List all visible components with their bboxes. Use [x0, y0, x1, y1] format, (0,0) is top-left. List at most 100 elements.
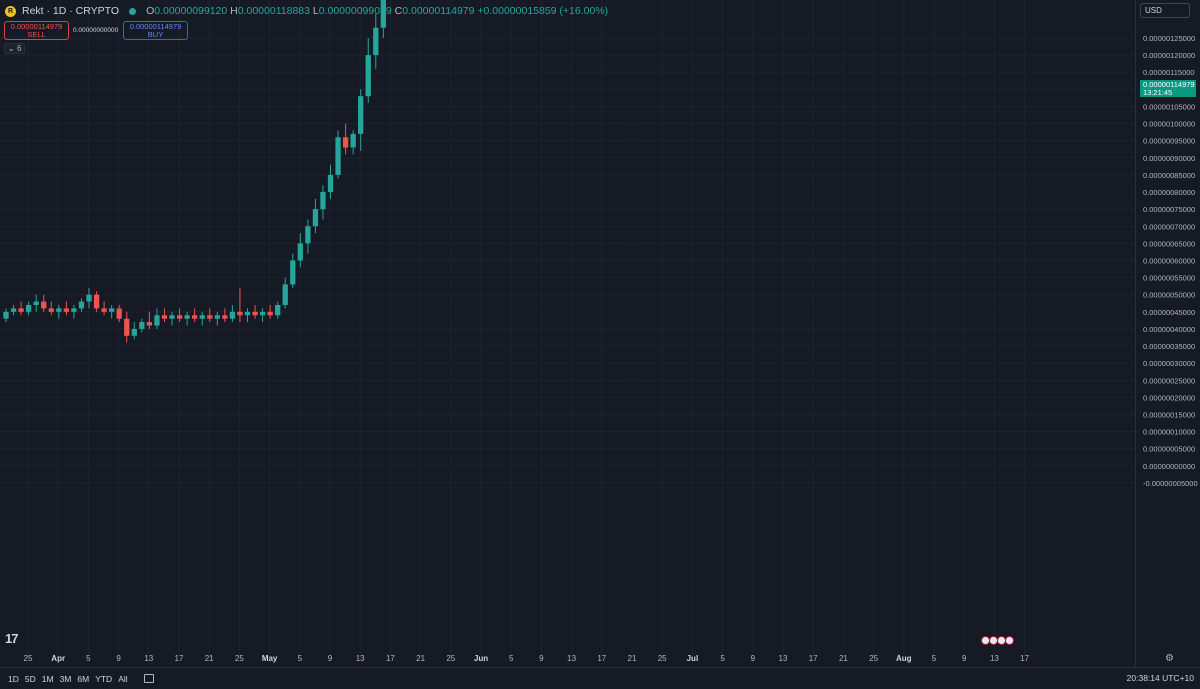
candle-body	[237, 311, 243, 316]
sell-button[interactable]: 0.00000114979 SELL	[4, 21, 69, 40]
y-tick-label: 0.00000090000	[1143, 154, 1195, 163]
candle-body	[10, 308, 17, 312]
x-tick-label: 13	[990, 654, 999, 663]
currency-selector[interactable]: USD	[1140, 3, 1190, 18]
y-tick-label: 0.00000020000	[1143, 393, 1195, 402]
x-tick-label: 9	[751, 654, 756, 663]
candle-body	[327, 174, 334, 193]
x-tick-label: 25	[869, 654, 878, 663]
range-all-button[interactable]: All	[118, 673, 128, 684]
candle-body	[78, 301, 85, 309]
buy-button[interactable]: 0.00000114979 BUY	[123, 21, 188, 40]
x-tick-label: 9	[962, 654, 967, 663]
x-tick-label: Apr	[51, 654, 65, 663]
y-tick-label: 0.00000045000	[1143, 308, 1195, 317]
open-label: O	[146, 5, 155, 17]
x-tick-label: 9	[116, 654, 121, 663]
chevron-down-icon: ⌄	[8, 44, 15, 53]
rekt-coin-logo-icon[interactable]: R	[5, 5, 16, 17]
x-tick-label: 9	[539, 654, 544, 663]
currency-label: USD	[1145, 6, 1162, 15]
x-tick-label: Jul	[687, 654, 699, 663]
candle-body	[131, 328, 137, 336]
y-tick-label: 0.00000065000	[1143, 239, 1195, 248]
candle-body	[373, 27, 379, 56]
candle-body	[48, 308, 54, 312]
y-tick-label: 0.00000105000	[1143, 102, 1195, 111]
y-tick-label: -0.00000005000	[1143, 479, 1198, 488]
indicators-toggle-button[interactable]: ⌄ 6	[4, 43, 26, 54]
range-5d-button[interactable]: 5D	[24, 673, 36, 684]
candle-body	[229, 311, 236, 319]
candle-body	[312, 209, 319, 227]
range-3m-button[interactable]: 3M	[59, 673, 72, 684]
y-tick-label: 0.00000070000	[1143, 222, 1195, 231]
candle-body	[56, 308, 62, 312]
y-tick-label: 0.00000100000	[1143, 120, 1195, 129]
candle-body	[350, 133, 356, 148]
candle-body	[154, 315, 160, 326]
clock-readout[interactable]: 20:38:14 UTC+10	[1126, 673, 1194, 683]
x-tick-label: 21	[416, 654, 425, 663]
candle-body	[342, 137, 349, 148]
candle-body	[358, 96, 364, 134]
candle-body	[41, 301, 47, 309]
candle-body	[25, 304, 32, 312]
y-tick-label: 0.00000120000	[1143, 51, 1195, 60]
buy-label: BUY	[147, 29, 164, 39]
economic-events-markers[interactable]	[981, 636, 1014, 645]
x-tick-label: 17	[597, 654, 606, 663]
y-tick-label: 0.00000075000	[1143, 205, 1195, 214]
bar-countdown: 13:21:45	[1143, 88, 1173, 97]
last-price-value: 0.00000114979	[1143, 80, 1195, 89]
y-tick-label: 0.00000115000	[1143, 68, 1195, 77]
x-tick-label: 17	[1020, 654, 1029, 663]
x-tick-label: 13	[144, 654, 153, 663]
open-value: 0.00000099120	[154, 5, 228, 17]
candle-body	[199, 315, 205, 319]
change-value: +0.00000015859 (+16.00%)	[477, 5, 609, 17]
y-tick-label: 0.00000060000	[1143, 256, 1195, 265]
low-label: L	[312, 5, 319, 17]
x-tick-label: 9	[328, 654, 333, 663]
x-tick-label: 25	[235, 654, 244, 663]
symbol-title[interactable]: Rekt · 1D · CRYPTO	[22, 5, 120, 17]
candle-body	[222, 315, 228, 319]
x-tick-label: 5	[932, 654, 937, 663]
gear-icon[interactable]: ⚙	[1165, 653, 1174, 664]
candle-body	[139, 322, 145, 329]
candle-body	[380, 0, 386, 28]
calendar-icon[interactable]	[143, 674, 154, 683]
spread-value: 0.00000000000	[73, 27, 119, 34]
x-tick-label: 25	[24, 654, 33, 663]
candle-body	[146, 322, 153, 326]
buy-price: 0.00000114979	[129, 21, 182, 31]
x-tick-label: 21	[628, 654, 637, 663]
range-6m-button[interactable]: 6M	[77, 673, 90, 684]
market-status-icon[interactable]	[129, 7, 137, 15]
tradingview-logo-icon[interactable]: 17	[5, 631, 19, 646]
candle-body	[33, 301, 39, 305]
us-flag-icon[interactable]	[1005, 636, 1014, 645]
high-value: 0.00000118883	[237, 5, 310, 17]
candle-body	[282, 284, 288, 305]
x-tick-label: 25	[658, 654, 667, 663]
candle-body	[207, 315, 213, 319]
range-1m-button[interactable]: 1M	[41, 673, 54, 684]
x-tick-label: 13	[356, 654, 365, 663]
sell-price: 0.00000114979	[10, 21, 63, 31]
x-tick-label: 5	[86, 654, 91, 663]
candle-body	[192, 315, 198, 319]
range-1d-button[interactable]: 1D	[8, 673, 19, 684]
symbol-header: R Rekt · 1D · CRYPTO O0.00000099120 H0.0…	[0, 0, 1140, 22]
indicators-count: 6	[16, 44, 22, 53]
range-ytd-button[interactable]: YTD	[95, 673, 113, 684]
candle-body	[184, 315, 190, 319]
candle-body	[109, 308, 115, 312]
candle-body	[63, 308, 70, 312]
y-tick-label: 0.00000000000	[1143, 462, 1195, 471]
x-tick-label: 17	[809, 654, 818, 663]
high-label: H	[230, 5, 238, 17]
x-tick-label: 13	[779, 654, 788, 663]
